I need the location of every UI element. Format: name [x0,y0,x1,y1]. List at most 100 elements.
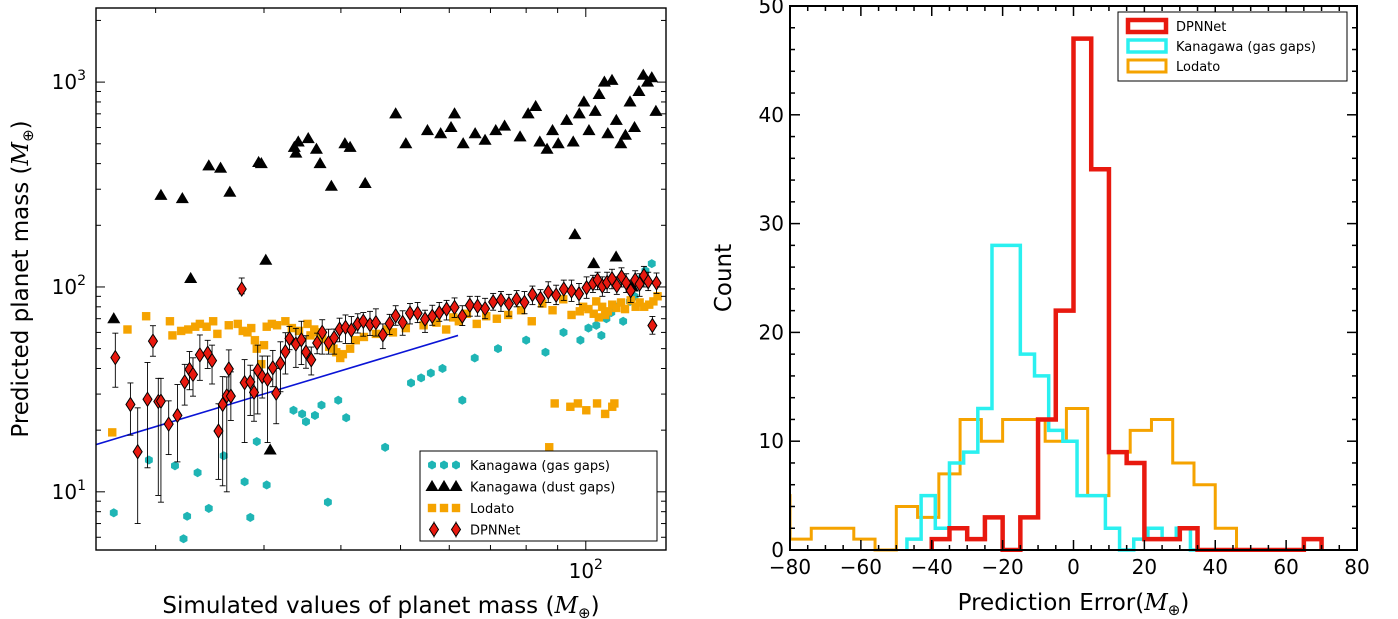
lodato-point [247,323,256,333]
kanagawa-gas-point [302,417,310,427]
kanagawa-dust-point [498,119,512,131]
dpnnet-point [566,283,577,299]
lodato-point [252,344,261,353]
dpnnet-histogram [929,36,1324,552]
kanagawa-gas-point [470,353,479,363]
dpnnet-point [213,423,224,439]
kanagawa-gas-point [144,455,153,465]
right-y-tick-label: 0 [771,538,784,562]
dpnnet-point [163,416,174,433]
dpnnet-point [312,335,323,351]
right-x-tick-label: 20 [1132,555,1157,579]
right-x-tick-label: 0 [1067,555,1080,579]
kanagawa-gas-point [407,378,415,388]
lodato-point [184,325,193,334]
lodato-point [527,317,536,326]
kanagawa-dust-point [478,133,492,145]
kanagawa-dust-point [546,123,560,136]
lodato-point [516,306,526,315]
lodato-point [294,326,304,336]
dpnnet-point [194,346,205,363]
legend-marker-kanagawa-gas [428,460,436,470]
lodato-point [582,406,591,415]
left-y-tick-label: 102 [52,273,86,299]
kanagawa-gas-point [109,508,118,518]
left-legend-label: Kanagawa (gas gaps) [470,459,610,474]
dpnnet-point [434,304,445,321]
lodato-point [567,310,576,320]
kanagawa-dust-point [154,188,168,200]
lodato-point [351,335,361,345]
left-legend-label: Lodato [470,502,514,517]
kanagawa-gas-histogram [905,243,1205,552]
left-legend-item: DPNNet [428,521,520,539]
lodato-point [603,307,613,316]
right-y-tick-label: 20 [759,320,784,344]
legend-marker-lodato [439,503,449,513]
dpnnet-point [625,282,636,299]
dpnnet-point [511,291,522,308]
kanagawa-dust-point [324,179,338,191]
dpnnet-point [651,275,662,291]
kanagawa-gas-point [522,335,531,345]
lodato-point [250,335,260,345]
kanagawa-gas-point [592,320,601,330]
kanagawa-gas-point [289,405,298,415]
right-axis-ticks [789,5,1358,551]
right-histogram-chart: −80 −60 −40 −20 0 20 40 60 80 0 10 20 30 40 50 Predicti… [711,0,1370,619]
right-legend-swatch [1126,38,1168,54]
kanagawa-dust-point [609,250,623,262]
lodato-point [592,399,602,408]
dpnnet-error-bar [144,362,151,469]
kanagawa-gas-point [619,316,628,326]
kanagawa-gas-point [342,413,351,423]
dpnnet-point [377,326,388,343]
kanagawa-dust-point [202,159,216,171]
lodato-point [573,399,583,408]
right-x-tick-label: −80 [769,555,811,579]
lodato-point [281,317,290,326]
left-y-axis-label: Predicted planet mass (M⊕) [8,120,37,437]
lodato-point [359,332,369,342]
dpnnet-point [187,366,199,383]
kanagawa-dust-point [533,135,547,147]
lodato-point [176,326,186,336]
kanagawa-dust-point [529,99,543,112]
kanagawa-dust-point [540,142,554,154]
left-legend-label: Kanagawa (dust gaps) [470,481,615,496]
kanagawa-gas-point [597,330,606,340]
lodato-point [345,344,355,353]
lodato-point [259,340,269,350]
right-x-tick-label: 60 [1273,555,1298,579]
right-x-tick-label: −60 [840,555,882,579]
kanagawa-dust-point [609,113,623,125]
lodato-point [566,402,575,412]
right-y-tick-label: 30 [759,212,784,236]
right-legend-item: Lodato [1126,58,1220,75]
kanagawa-dust-point [301,131,315,144]
kanagawa-dust-point [577,95,591,107]
kanagawa-dust-point [649,104,663,116]
lodato-point [492,314,502,323]
dpnnet-point [397,314,408,331]
dpnnet-point [147,333,159,350]
kanagawa-dust-point [601,127,615,139]
right-legend: DPNNet Kanagawa (gas gaps) Lodato [1117,11,1348,82]
dpnnet-point [132,443,143,460]
dpnnet-point [441,301,452,318]
legend-marker-lodato [427,503,437,513]
dpnnet-error-bar [215,403,222,480]
kanagawa-dust-point [568,228,582,240]
kanagawa-gas-point [647,259,656,269]
lodato-point [635,298,644,307]
dpnnet-point [329,329,340,346]
dpnnet-point [110,349,121,366]
dpnnet-point [503,295,514,312]
dpnnet-point [280,343,291,360]
kanagawa-dust-point [223,185,237,197]
dpnnet-point [236,281,247,297]
lodato-point [620,304,630,314]
dpnnet-point [551,287,562,304]
right-y-axis-label: Count [711,244,737,312]
kanagawa-gas-point [252,436,261,447]
